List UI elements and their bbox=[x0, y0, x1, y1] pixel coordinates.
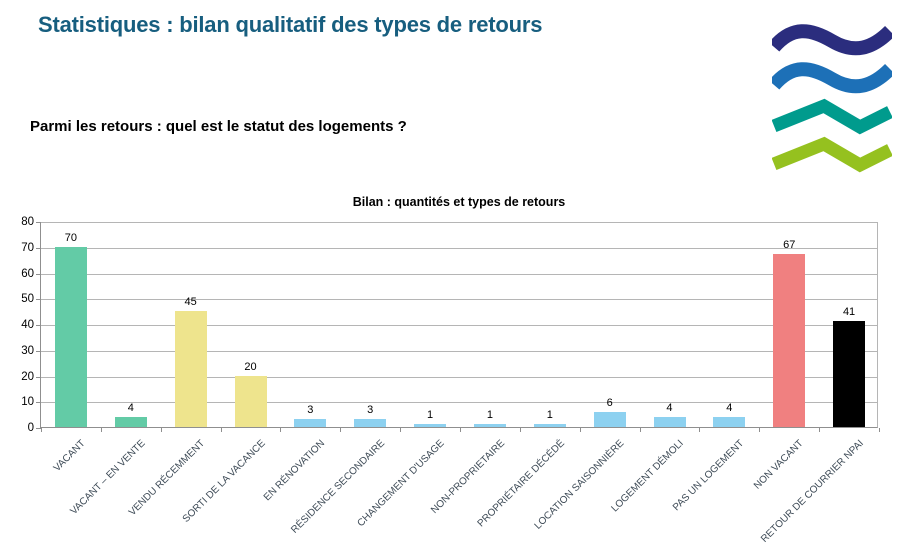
x-axis-tick bbox=[160, 428, 162, 432]
y-axis-tick bbox=[36, 273, 41, 275]
teal-zigzag-icon bbox=[772, 98, 892, 135]
gridline bbox=[41, 247, 877, 249]
bar-value-label: 3 bbox=[307, 404, 314, 417]
gridline bbox=[41, 402, 877, 404]
bar-value-label: 4 bbox=[666, 401, 673, 414]
bar bbox=[414, 424, 447, 427]
y-axis-label: 70 bbox=[21, 241, 34, 254]
bar-value-label: 4 bbox=[726, 401, 733, 414]
bar-value-label: 1 bbox=[427, 409, 434, 422]
bar-value-label: 1 bbox=[546, 409, 553, 422]
x-axis-tick bbox=[519, 428, 521, 432]
bar bbox=[713, 416, 746, 427]
x-axis-tick bbox=[340, 428, 342, 432]
x-axis-tick bbox=[819, 428, 821, 432]
bar-value-label: 41 bbox=[842, 306, 856, 319]
y-axis-label: 40 bbox=[21, 319, 34, 331]
bar bbox=[354, 419, 387, 427]
bar-value-label: 67 bbox=[783, 239, 796, 252]
y-axis-tick bbox=[36, 428, 41, 429]
bar-value-label: 1 bbox=[486, 409, 493, 422]
x-axis-tick bbox=[759, 428, 761, 432]
green-zigzag-icon bbox=[772, 136, 892, 173]
bar bbox=[234, 375, 267, 427]
y-axis-label: 50 bbox=[21, 293, 34, 306]
y-axis-label: 10 bbox=[21, 396, 34, 409]
bar-value-label: 3 bbox=[367, 404, 374, 417]
bar bbox=[773, 254, 806, 427]
bar bbox=[533, 424, 566, 427]
x-axis-tick bbox=[879, 428, 880, 432]
bar-value-label: 70 bbox=[64, 231, 78, 244]
x-axis-tick bbox=[639, 428, 641, 432]
plot-area: 0 10 20 30 40 50 60 70 80 70 4 45 20 3 3 1 1 1 6 4 4 67 41 bbox=[21, 216, 880, 434]
gridline bbox=[41, 376, 877, 378]
x-axis-tick bbox=[699, 428, 701, 432]
bar-value-label: 45 bbox=[184, 296, 197, 309]
y-axis-tick bbox=[36, 376, 41, 378]
x-axis-tick bbox=[579, 428, 581, 432]
x-axis-category-label: EN RÉNOVATION bbox=[261, 438, 328, 504]
bar bbox=[114, 416, 147, 427]
gridline bbox=[41, 350, 877, 352]
bar bbox=[473, 424, 506, 427]
bar bbox=[54, 246, 87, 427]
gridline bbox=[41, 222, 877, 223]
blue-wave-icon bbox=[772, 62, 892, 94]
y-axis-tick bbox=[36, 299, 41, 301]
x-axis-tick bbox=[220, 428, 222, 432]
y-axis-tick bbox=[36, 402, 41, 404]
bar bbox=[294, 419, 327, 427]
question-subtitle: Parmi les retours : quel est le statut d… bbox=[30, 118, 407, 135]
x-axis-tick bbox=[41, 428, 42, 432]
y-axis-label: 20 bbox=[21, 370, 34, 383]
bar bbox=[833, 321, 866, 427]
x-axis-labels: VACANT VACANT – EN VENTE VENDU RÉCEMMENT SO… bbox=[40, 430, 878, 547]
gridline bbox=[41, 325, 877, 326]
bar-value-label: 20 bbox=[244, 360, 257, 373]
y-axis-tick bbox=[36, 247, 41, 249]
gridline bbox=[41, 299, 877, 301]
bar bbox=[593, 411, 626, 427]
x-axis-category-label: RETOUR DE COURRIER NPAI bbox=[758, 438, 866, 545]
y-axis-tick bbox=[36, 325, 41, 326]
y-axis-label: 0 bbox=[27, 422, 34, 434]
y-axis-label: 60 bbox=[21, 267, 34, 280]
bar-value-label: 6 bbox=[606, 396, 613, 409]
page-title: Statistiques : bilan qualitatif des type… bbox=[38, 12, 543, 37]
x-axis-tick bbox=[100, 428, 102, 432]
bar-value-label: 4 bbox=[127, 401, 134, 414]
x-axis-tick bbox=[400, 428, 402, 432]
x-axis-tick bbox=[460, 428, 461, 432]
y-axis-label: 30 bbox=[21, 344, 34, 357]
gridline bbox=[41, 273, 877, 275]
bar bbox=[174, 311, 207, 427]
x-axis-category-label: VACANT bbox=[51, 438, 88, 474]
y-axis-tick bbox=[36, 222, 41, 223]
x-axis-category-label: NON VACANT bbox=[752, 438, 806, 492]
chart-title: Bilan : quantités et types de retours bbox=[352, 195, 566, 209]
bar bbox=[653, 416, 686, 427]
y-axis-tick bbox=[36, 350, 41, 352]
y-axis-label: 80 bbox=[21, 216, 34, 228]
four-waves-logo bbox=[772, 24, 892, 173]
x-axis-tick bbox=[280, 428, 282, 432]
navy-wave-icon bbox=[772, 24, 892, 56]
